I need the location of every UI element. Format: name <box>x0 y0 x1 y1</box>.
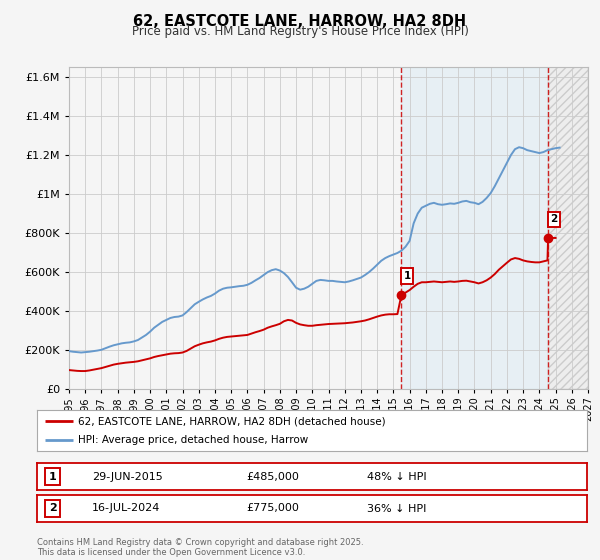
Text: 2: 2 <box>550 214 557 225</box>
Text: £485,000: £485,000 <box>246 472 299 482</box>
Text: 29-JUN-2015: 29-JUN-2015 <box>92 472 163 482</box>
Text: Price paid vs. HM Land Registry's House Price Index (HPI): Price paid vs. HM Land Registry's House … <box>131 25 469 38</box>
Text: 1: 1 <box>49 472 56 482</box>
Text: 62, EASTCOTE LANE, HARROW, HA2 8DH: 62, EASTCOTE LANE, HARROW, HA2 8DH <box>133 14 467 29</box>
Text: 16-JUL-2024: 16-JUL-2024 <box>92 503 161 514</box>
Text: 1: 1 <box>404 271 411 281</box>
Text: Contains HM Land Registry data © Crown copyright and database right 2025.
This d: Contains HM Land Registry data © Crown c… <box>37 538 364 557</box>
Text: 62, EASTCOTE LANE, HARROW, HA2 8DH (detached house): 62, EASTCOTE LANE, HARROW, HA2 8DH (deta… <box>79 417 386 426</box>
Text: 2: 2 <box>49 503 56 514</box>
Text: HPI: Average price, detached house, Harrow: HPI: Average price, detached house, Harr… <box>79 435 308 445</box>
Text: 48% ↓ HPI: 48% ↓ HPI <box>367 472 427 482</box>
Bar <box>548 67 588 389</box>
Bar <box>401 67 548 389</box>
Text: £775,000: £775,000 <box>246 503 299 514</box>
Bar <box>548 67 588 389</box>
Text: 36% ↓ HPI: 36% ↓ HPI <box>367 503 427 514</box>
